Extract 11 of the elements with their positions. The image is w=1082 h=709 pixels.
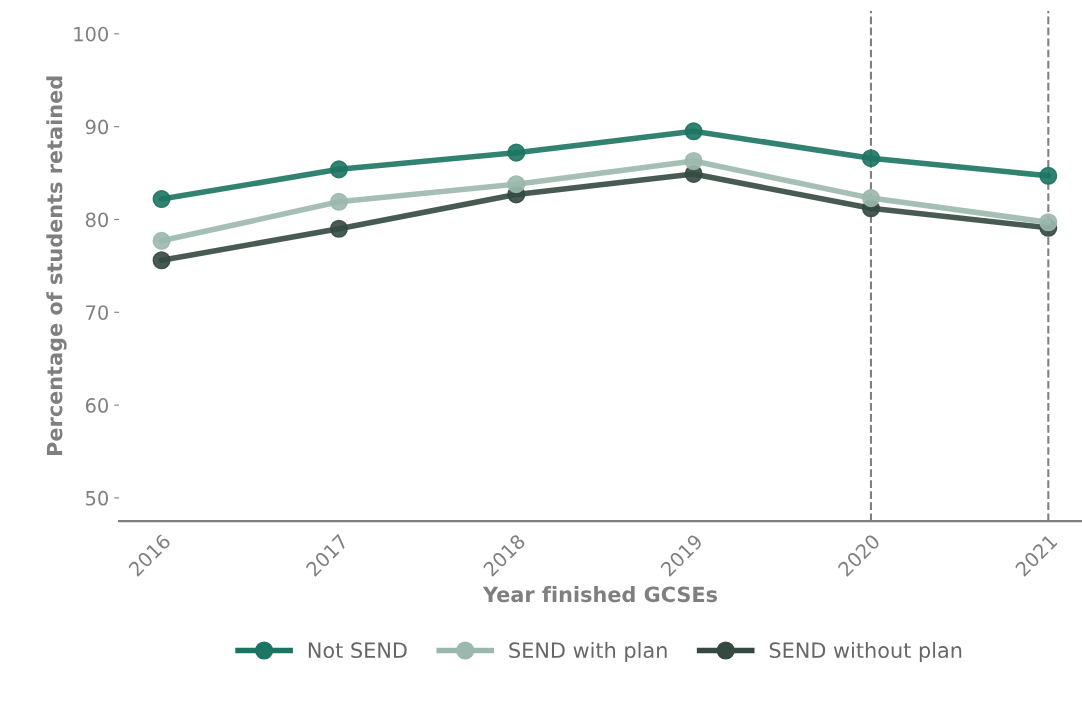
y-axis-title: Percentage of students retained [46, 76, 67, 455]
x-axis-title: Year finished GCSEs [482, 586, 718, 603]
y-tick-label: 60 [85, 398, 109, 413]
legend-label: Not SEND [308, 642, 407, 659]
y-tick-label: 70 [86, 305, 109, 320]
y-tick-label: 90 [85, 119, 109, 135]
legend-label: SEND with plan [509, 641, 667, 663]
y-tick-label: 80 [85, 212, 109, 228]
legend-label: SEND without plan [769, 641, 962, 663]
y-tick-label: 50 [86, 490, 109, 506]
y-tick-label: 100 [74, 26, 109, 42]
